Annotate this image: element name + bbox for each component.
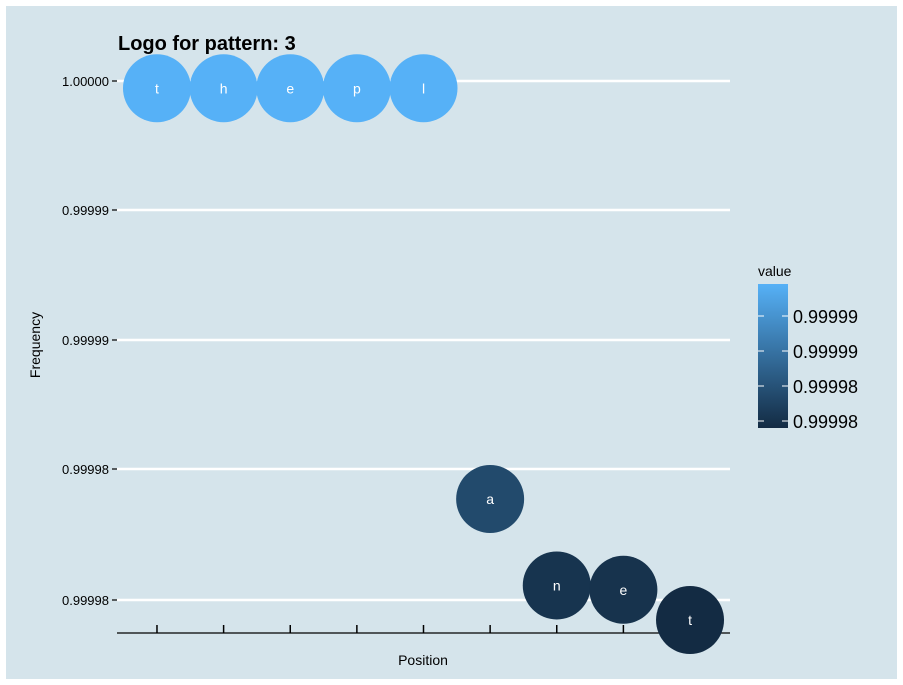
chart-title: Logo for pattern: 3	[118, 33, 296, 55]
legend: value 0.99999 0.99999 0.99998 0.99998	[758, 263, 858, 432]
data-point	[522, 551, 591, 620]
data-point-letter: t	[155, 80, 159, 96]
data-point	[389, 54, 458, 123]
y-tick-label: 1.00000	[62, 74, 109, 89]
data-points: t h e p l a n e t	[122, 54, 725, 655]
legend-title: value	[758, 263, 792, 279]
data-point-letter: t	[688, 612, 692, 628]
data-point	[589, 555, 658, 624]
data-point-letter: a	[486, 491, 494, 507]
y-tick-label: 0.99998	[62, 593, 109, 608]
data-point	[656, 586, 725, 655]
data-point-letter: e	[286, 80, 294, 96]
data-point-letter: p	[353, 80, 361, 96]
data-point	[456, 464, 525, 533]
data-point-letter: h	[220, 80, 228, 96]
y-tick-label: 0.99999	[62, 203, 109, 218]
legend-colorbar	[758, 284, 788, 428]
y-axis: 0.99998 0.99998 0.99999 0.99999 1.00000	[62, 74, 117, 608]
data-point	[256, 54, 325, 123]
data-point	[189, 54, 258, 123]
data-point-letter: e	[619, 582, 627, 598]
y-axis-label: Frequency	[27, 312, 43, 378]
data-point-letter: n	[553, 577, 561, 593]
y-tick-label: 0.99999	[62, 333, 109, 348]
y-tick-label: 0.99998	[62, 462, 109, 477]
data-point	[122, 54, 191, 123]
legend-label: 0.99998	[793, 377, 858, 397]
data-point	[322, 54, 391, 123]
data-point-letter: l	[422, 80, 425, 96]
x-axis-label: Position	[398, 652, 448, 668]
legend-label: 0.99999	[793, 307, 858, 327]
legend-label: 0.99999	[793, 342, 858, 362]
legend-label: 0.99998	[793, 412, 858, 432]
